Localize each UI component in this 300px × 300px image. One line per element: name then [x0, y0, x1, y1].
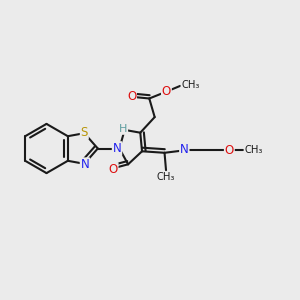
Text: O: O — [127, 90, 136, 103]
Text: O: O — [162, 85, 171, 98]
Text: O: O — [109, 163, 118, 176]
Text: S: S — [81, 126, 88, 139]
Text: N: N — [112, 142, 122, 155]
Text: CH₃: CH₃ — [244, 146, 263, 155]
Text: H: H — [119, 124, 127, 134]
Text: O: O — [225, 144, 234, 157]
Text: CH₃: CH₃ — [157, 172, 175, 182]
Text: N: N — [80, 158, 89, 171]
Text: CH₃: CH₃ — [181, 80, 200, 90]
Text: N: N — [180, 143, 189, 156]
